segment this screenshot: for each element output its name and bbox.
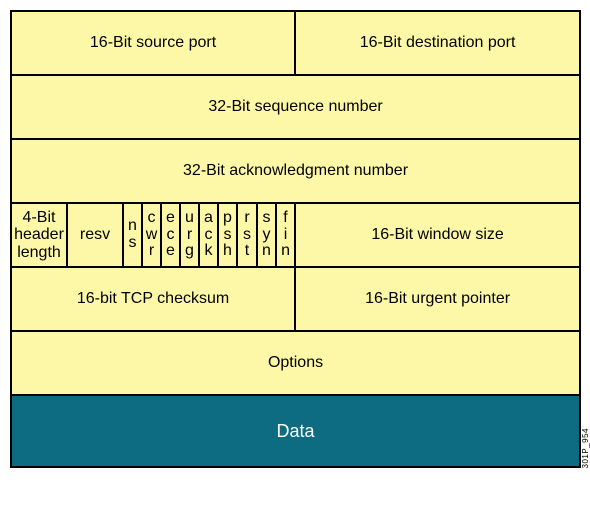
flag-syn: syn [257,203,276,267]
flag-ece: ece [161,203,180,267]
row-flags: 4-Bit header length resv ns cwr ece urg … [11,203,580,267]
cell-header-length: 4-Bit header length [11,203,67,267]
tcp-header-table: 16-Bit source port 16-Bit destination po… [10,10,581,468]
cell-sequence-number: 32-Bit sequence number [11,75,580,139]
flag-fin: fin [276,203,295,267]
row-checksum: 16-bit TCP checksum 16-Bit urgent pointe… [11,267,580,331]
row-ack: 32-Bit acknowledgment number [11,139,580,203]
cell-checksum: 16-bit TCP checksum [11,267,295,331]
tcp-header-diagram: 16-Bit source port 16-Bit destination po… [10,10,580,468]
row-options: Options [11,331,580,395]
row-ports: 16-Bit source port 16-Bit destination po… [11,11,580,75]
flag-ns: ns [123,203,142,267]
cell-data: Data [11,395,580,467]
row-data: Data [11,395,580,467]
flag-cwr: cwr [142,203,161,267]
row-seq: 32-Bit sequence number [11,75,580,139]
cell-source-port: 16-Bit source port [11,11,295,75]
cell-urgent-pointer: 16-Bit urgent pointer [295,267,580,331]
cell-dest-port: 16-Bit destination port [295,11,580,75]
flag-psh: psh [218,203,237,267]
flag-rst: rst [237,203,257,267]
cell-options: Options [11,331,580,395]
cell-ack-number: 32-Bit acknowledgment number [11,139,580,203]
cell-window-size: 16-Bit window size [295,203,580,267]
flag-urg: urg [180,203,199,267]
cell-reserved: resv [67,203,123,267]
figure-id-label: 301P_954 [581,428,590,468]
flag-ack: ack [199,203,218,267]
